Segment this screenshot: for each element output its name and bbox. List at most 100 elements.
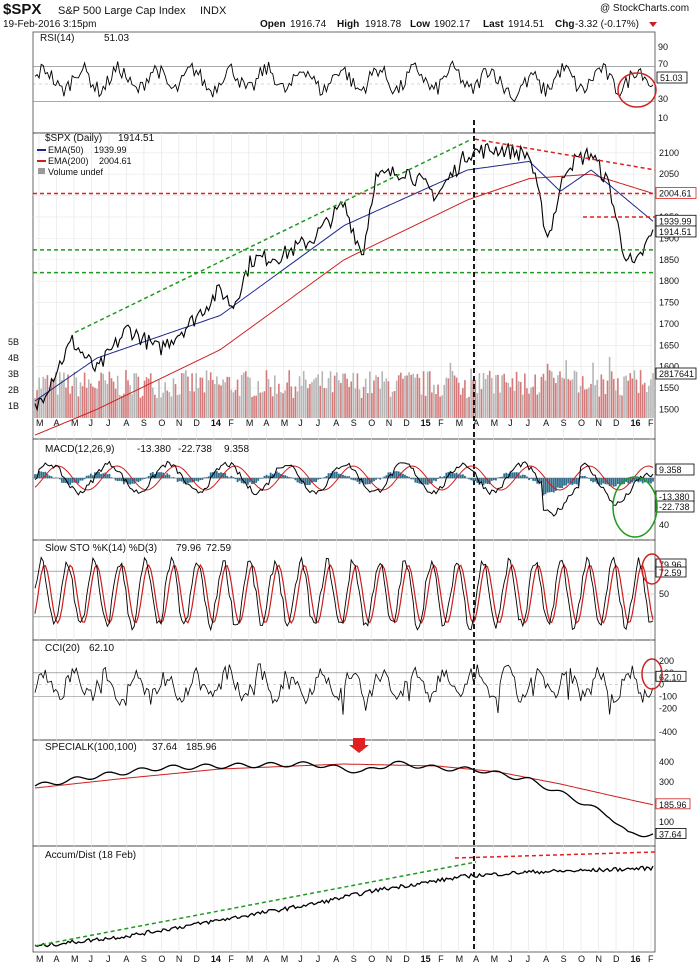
x-tick-label-price: 15	[421, 418, 431, 428]
macd-histogram-bar	[106, 474, 109, 479]
volume-bar	[290, 386, 293, 418]
x-tick-label: N	[596, 954, 603, 964]
macd-histogram-bar	[410, 478, 413, 480]
macd-histogram-bar	[102, 473, 105, 479]
x-tick-label: O	[578, 954, 585, 964]
ema200-line	[34, 173, 654, 436]
volume-bar	[152, 387, 154, 418]
volume-bar	[338, 380, 340, 418]
volume-bar	[404, 375, 406, 418]
specialk-value-1: 37.64	[152, 742, 177, 753]
volume-bar	[431, 392, 433, 418]
volume-bar	[621, 395, 623, 418]
volume-bar	[594, 385, 596, 418]
macd-histogram-bar	[412, 478, 415, 480]
macd-histogram-bar	[327, 473, 330, 479]
price-y-tick: 1700	[659, 319, 679, 329]
volume-bar	[652, 373, 654, 418]
macd-histogram-bar	[484, 478, 487, 484]
x-tick-label: M	[491, 954, 499, 964]
macd-histogram-bar	[565, 478, 568, 486]
volume-bar	[548, 370, 551, 418]
ema200-legend-value: 2004.61	[99, 156, 132, 166]
macd-histogram-bar	[397, 471, 400, 479]
volume-bar	[340, 382, 342, 418]
macd-histogram-bar	[354, 478, 357, 481]
macd-histogram-bar	[313, 478, 315, 482]
x-tick-label-price: O	[578, 418, 585, 428]
x-tick-label-price: D	[403, 418, 410, 428]
macd-histogram-bar	[168, 474, 171, 479]
macd-histogram-bar	[296, 478, 299, 483]
macd-histogram-bar	[116, 478, 119, 482]
ema50-legend-value: 1939.99	[94, 145, 127, 155]
volume-bar	[333, 375, 336, 418]
volume-bar	[472, 379, 474, 418]
volume-bar	[40, 388, 43, 418]
macd-histogram-bar	[232, 477, 235, 479]
macd-histogram-bar	[608, 478, 611, 487]
low-label: Low	[410, 19, 430, 30]
volume-bar	[313, 379, 315, 418]
volume-bar	[383, 381, 386, 418]
macd-value-3: 9.358	[224, 444, 249, 455]
specialk-y-tick: 300	[659, 777, 674, 787]
x-tick-label: M	[246, 954, 254, 964]
rsi-tick-90: 90	[658, 42, 668, 52]
volume-bar	[323, 387, 326, 418]
macd-histogram-bar	[215, 471, 218, 479]
volume-bar	[211, 379, 214, 418]
volume-bar	[641, 384, 644, 418]
x-tick-label-price: A	[53, 418, 59, 428]
volume-bar	[83, 372, 86, 418]
macd-line	[34, 460, 654, 517]
macd-histogram-bar	[507, 473, 510, 479]
volume-bar	[420, 394, 423, 418]
volume-bar	[614, 390, 617, 418]
macd-histogram-bar	[319, 478, 322, 480]
x-tick-label: D	[193, 954, 200, 964]
macd-histogram-bar	[275, 471, 278, 479]
macd-highlight-circle	[612, 476, 658, 538]
volume-bar	[625, 375, 627, 418]
x-tick-label: A	[123, 954, 129, 964]
macd-histogram-bar	[137, 478, 140, 483]
down-arrow-icon	[649, 22, 657, 27]
x-tick-label-price: J	[106, 418, 111, 428]
macd-histogram-bar	[127, 478, 129, 484]
macd-histogram-bar	[499, 477, 501, 479]
macd-histogram-bar	[164, 474, 167, 479]
volume-bar	[619, 394, 621, 418]
macd-histogram-bar	[269, 472, 272, 479]
volume-bar	[623, 376, 625, 418]
volume-bar	[559, 371, 561, 418]
volume-bar	[617, 378, 619, 418]
volume-bar	[183, 373, 185, 418]
macd-histogram-bar	[408, 476, 411, 479]
price-y-tick: 1500	[659, 404, 679, 414]
macd-histogram-bar	[220, 472, 222, 479]
price-badge-box	[655, 225, 697, 238]
volume-bar	[408, 372, 410, 418]
volume-bar	[327, 378, 330, 418]
sto-k-line	[34, 556, 654, 632]
volume-bar	[462, 388, 464, 418]
x-tick-label: 15	[421, 954, 431, 964]
macd-histogram-bar	[193, 478, 196, 482]
downtrend-line	[474, 138, 656, 171]
macd-histogram-bar	[561, 478, 563, 489]
macd-histogram-bar	[131, 478, 134, 484]
macd-histogram-bar	[141, 478, 144, 480]
volume-bar	[139, 397, 142, 418]
volume-bar	[112, 381, 115, 418]
volume-bar	[600, 374, 603, 418]
volume-bar	[81, 386, 84, 418]
low-value: 1902.17	[434, 19, 471, 30]
volume-bar	[629, 373, 632, 418]
macd-histogram-bar	[641, 478, 644, 484]
volume-bar	[495, 375, 497, 418]
cci-highlight-circle	[641, 658, 663, 690]
macd-histogram-bar	[647, 478, 650, 484]
macd-histogram-bar	[366, 478, 369, 485]
specialk-y-tick: 100	[659, 817, 674, 827]
